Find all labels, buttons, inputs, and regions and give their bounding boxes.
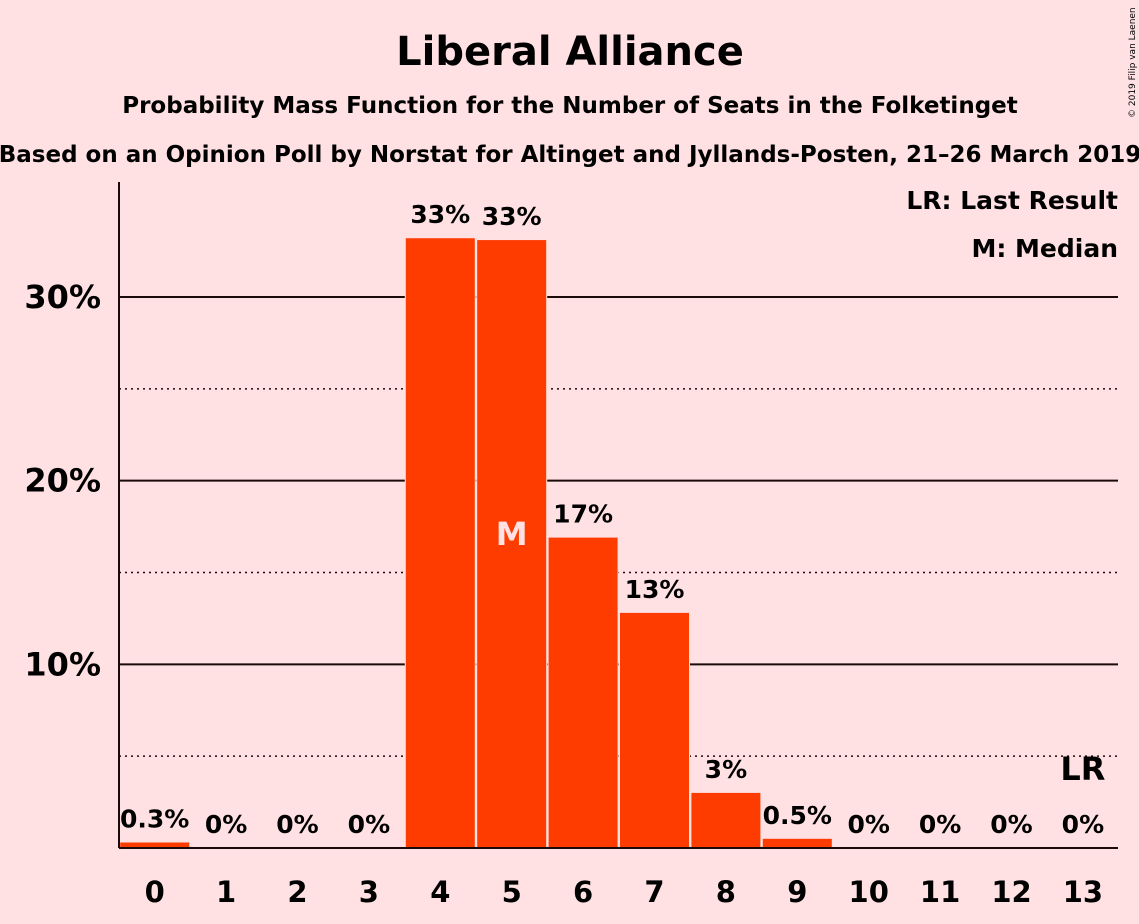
median-marker: M <box>496 515 528 553</box>
data-labels: 0.3% 0% 0% 0% 33% 33% M 17% 13% 3% 0.5% 0% 0% 0% 0% LR <box>120 200 1105 839</box>
bar-value-label: 0% <box>919 810 961 839</box>
bar <box>620 612 689 848</box>
y-axis-ticks: 10% 20% 30% <box>24 278 101 683</box>
bar-value-label: 0% <box>1062 810 1104 839</box>
x-tick-label: 8 <box>716 875 736 909</box>
x-tick-label: 12 <box>991 875 1031 909</box>
x-tick-label: 6 <box>573 875 593 909</box>
x-tick-label: 11 <box>920 875 960 909</box>
x-tick-label: 5 <box>502 875 522 909</box>
bar-value-label: 3% <box>705 755 747 784</box>
bar <box>762 838 832 848</box>
legend-median: M: Median <box>971 234 1118 263</box>
bar-value-label: 33% <box>410 200 470 229</box>
x-tick-label: 13 <box>1063 875 1103 909</box>
legend-last-result: LR: Last Result <box>906 186 1118 215</box>
bar-value-label: 0% <box>990 810 1032 839</box>
bar-value-label: 17% <box>553 500 613 529</box>
bar-value-label: 0% <box>276 810 318 839</box>
bar <box>477 240 547 848</box>
bar <box>120 842 190 848</box>
x-tick-label: 4 <box>430 875 450 909</box>
x-axis-ticks: 0 1 2 3 4 5 6 7 8 9 10 11 12 13 <box>145 875 1103 909</box>
bar-value-label: 0.5% <box>763 801 832 830</box>
last-result-marker: LR <box>1060 750 1105 788</box>
bar-value-label: 0% <box>847 810 889 839</box>
bar <box>691 792 761 848</box>
bar-value-label: 0.3% <box>120 804 189 833</box>
bar-value-label: 13% <box>625 575 685 604</box>
bar-value-label: 0% <box>205 810 247 839</box>
x-tick-label: 7 <box>644 875 664 909</box>
bar-value-label: 33% <box>482 202 542 231</box>
bar <box>405 238 475 848</box>
x-tick-label: 2 <box>287 875 307 909</box>
bar-value-label: 0% <box>348 810 390 839</box>
chart-title: Liberal Alliance <box>396 29 744 75</box>
chart-subtitle: Probability Mass Function for the Number… <box>122 93 1018 119</box>
x-tick-label: 1 <box>216 875 236 909</box>
x-tick-label: 9 <box>787 875 807 909</box>
x-tick-label: 10 <box>849 875 889 909</box>
bar <box>548 537 618 848</box>
copyright: © 2019 Filip van Laenen <box>1128 7 1138 118</box>
x-tick-label: 3 <box>359 875 379 909</box>
bars <box>119 237 833 848</box>
y-tick-label: 10% <box>24 645 101 683</box>
y-tick-label: 30% <box>24 278 101 316</box>
chart-source-line: Based on an Opinion Poll by Norstat for … <box>0 142 1139 168</box>
x-tick-label: 0 <box>145 875 165 909</box>
y-tick-label: 20% <box>24 462 101 500</box>
